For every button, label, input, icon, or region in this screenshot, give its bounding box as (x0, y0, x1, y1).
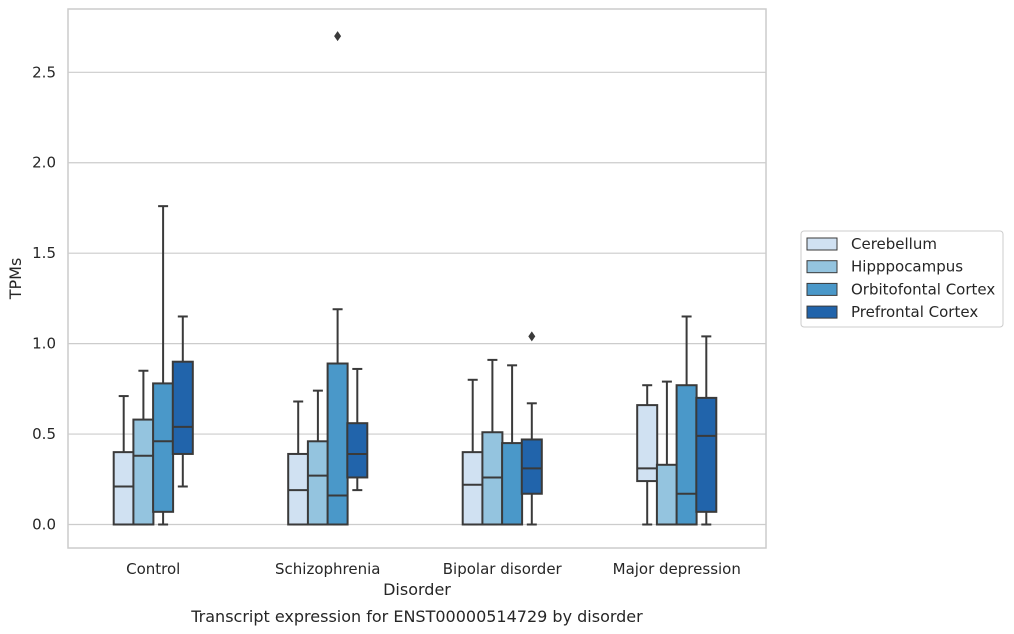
box-body (171, 360, 194, 455)
y-tick-label: 1.0 (32, 335, 56, 353)
legend-label: Hipppocampus (851, 258, 963, 276)
plot-area-frame (67, 8, 767, 549)
y-tick-label: 0.0 (32, 515, 56, 533)
y-tick-label: 2.5 (32, 63, 56, 81)
legend: Cerebellum Hipppocampus Orbitofontal Corte… (800, 230, 1004, 328)
x-axis-ticks: Control Schizophrenia Bipolar disorder Majo… (126, 560, 741, 578)
box-cerebellum-1 (287, 400, 310, 526)
figure-caption: Transcript expression for ENST0000051472… (190, 607, 643, 626)
outlier-marker (528, 331, 536, 342)
legend-label: Orbitofontal Cortex (851, 280, 995, 298)
box-prefrontal-cortex-0 (171, 315, 194, 488)
box-body (132, 418, 155, 526)
box-body (501, 442, 524, 526)
box-body (520, 438, 543, 495)
legend-swatch (806, 260, 838, 274)
legend-swatch (806, 282, 838, 296)
box-body (326, 362, 349, 526)
box-orbitofontal-cortex-2 (501, 364, 524, 526)
y-tick-label: 0.5 (32, 425, 56, 443)
outlier-marker (334, 31, 342, 42)
box-hipppocampus-2 (481, 358, 504, 526)
box-body (461, 451, 484, 526)
box-body (636, 404, 659, 483)
box-cerebellum-2 (461, 378, 484, 526)
x-tick-label: Bipolar disorder (443, 560, 563, 578)
box-body (655, 463, 678, 526)
box-cerebellum-0 (112, 395, 135, 526)
box-cerebellum-3 (636, 384, 659, 526)
legend-swatch (806, 305, 838, 319)
box-body (675, 384, 698, 526)
box-orbitofontal-cortex-0 (152, 205, 175, 526)
x-tick-label: Major depression (613, 560, 741, 578)
box-prefrontal-cortex-3 (695, 335, 718, 526)
legend-swatch (806, 237, 838, 251)
box-body (112, 451, 135, 526)
box-prefrontal-cortex-1 (346, 367, 369, 492)
legend-label: Cerebellum (851, 235, 937, 253)
box-hipppocampus-3 (655, 380, 678, 526)
box-hipppocampus-1 (306, 389, 329, 526)
y-tick-label: 2.0 (32, 154, 56, 172)
box-hipppocampus-0 (132, 369, 155, 526)
box-body (306, 440, 329, 526)
legend-frame (800, 230, 1004, 328)
box-series (112, 31, 718, 526)
y-axis-title: TPMs (6, 258, 25, 301)
box-prefrontal-cortex-2 (520, 331, 543, 526)
box-body (152, 382, 175, 513)
box-orbitofontal-cortex-1 (326, 31, 349, 526)
box-body (346, 422, 369, 479)
x-axis-title: Disorder (383, 580, 451, 599)
legend-label: Prefrontal Cortex (851, 303, 978, 321)
y-axis-ticks: 0.0 0.5 1.0 1.5 2.0 2.5 (32, 63, 56, 533)
box-body (695, 396, 718, 513)
box-orbitofontal-cortex-3 (675, 315, 698, 526)
x-tick-label: Schizophrenia (275, 560, 380, 578)
y-tick-label: 1.5 (32, 244, 56, 262)
x-tick-label: Control (126, 560, 180, 578)
